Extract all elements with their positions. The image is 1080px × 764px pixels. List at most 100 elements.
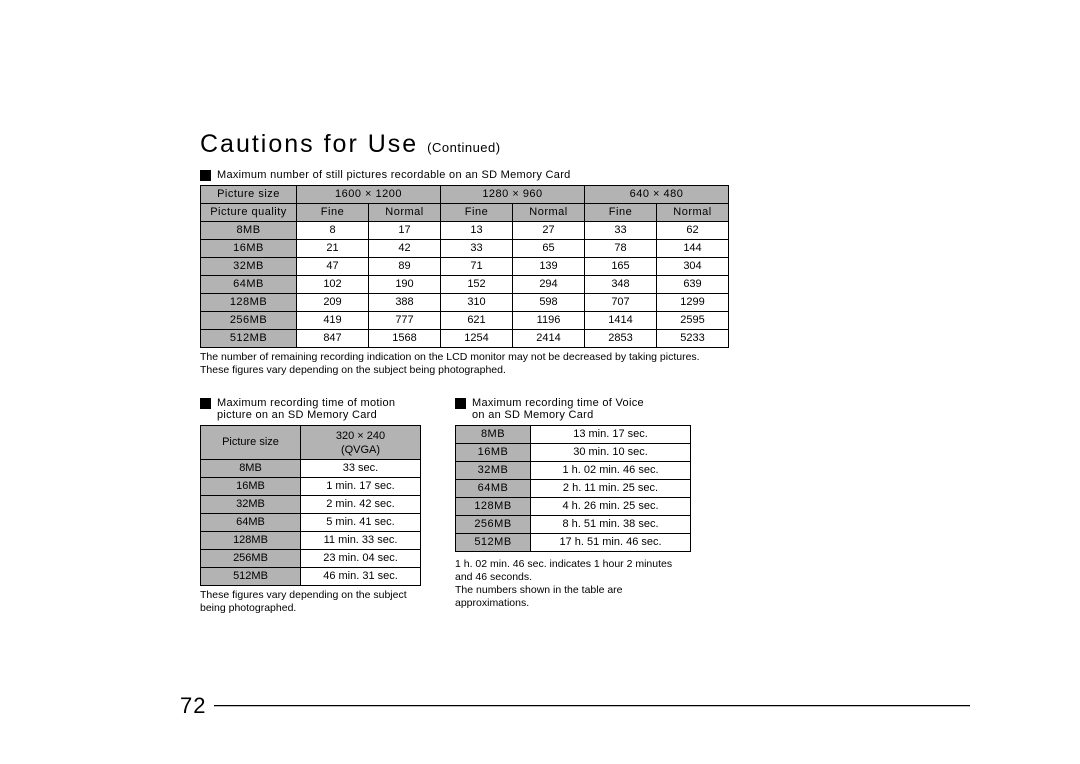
table3-cell: 1 h. 02 min. 46 sec. xyxy=(531,462,691,480)
footer-rule xyxy=(214,705,970,707)
table1-cell: 42 xyxy=(369,240,441,258)
table2-cell: 11 min. 33 sec. xyxy=(301,532,421,550)
note2: These figures vary depending on the subj… xyxy=(200,589,415,615)
table1-cell: 209 xyxy=(297,294,369,312)
table2-cell: 23 min. 04 sec. xyxy=(301,550,421,568)
table1-cell: 144 xyxy=(657,240,729,258)
table1-rowcap: 8MB xyxy=(201,222,297,240)
table1-cell: 1254 xyxy=(441,330,513,348)
table1-cell: 310 xyxy=(441,294,513,312)
title-continued: (Continued) xyxy=(427,140,500,155)
table1-cell: 847 xyxy=(297,330,369,348)
table1-cell: 1299 xyxy=(657,294,729,312)
table2-cell: 5 min. 41 sec. xyxy=(301,514,421,532)
table2-rowcap: 32MB xyxy=(201,496,301,514)
section2-heading-line1: Maximum recording time of motion xyxy=(200,397,425,409)
table1-cell: 152 xyxy=(441,276,513,294)
table1-cell: 17 xyxy=(369,222,441,240)
table1-cell: 27 xyxy=(513,222,585,240)
title-main: Cautions for Use xyxy=(200,130,418,158)
note1: The number of remaining recording indica… xyxy=(200,351,880,377)
table3-cell: 13 min. 17 sec. xyxy=(531,426,691,444)
table1-size-2: 640 × 480 xyxy=(585,186,729,204)
table1-cell: 102 xyxy=(297,276,369,294)
note1b: These figures vary depending on the subj… xyxy=(200,364,880,377)
table1-size-label: Picture size xyxy=(201,186,297,204)
still-pictures-table: Picture size1600 × 12001280 × 960640 × 4… xyxy=(200,185,729,348)
table3-rowcap: 128MB xyxy=(456,498,531,516)
page-footer: 72 xyxy=(180,693,1080,719)
table1-cell: 419 xyxy=(297,312,369,330)
table3-cell: 4 h. 26 min. 25 sec. xyxy=(531,498,691,516)
section3-heading-line1: Maximum recording time of Voice xyxy=(455,397,700,409)
table1-cell: 78 xyxy=(585,240,657,258)
page-number: 72 xyxy=(180,693,206,719)
table1-cell: 777 xyxy=(369,312,441,330)
table2-rowcap: 128MB xyxy=(201,532,301,550)
table1-cell: 348 xyxy=(585,276,657,294)
motion-column: Maximum recording time of motion picture… xyxy=(200,387,425,615)
table1-cell: 1196 xyxy=(513,312,585,330)
table2-rowcap: 8MB xyxy=(201,460,301,478)
table2-rowcap: 256MB xyxy=(201,550,301,568)
table1-rowcap: 256MB xyxy=(201,312,297,330)
table1-quality-label: Picture quality xyxy=(201,204,297,222)
table1-cell: 139 xyxy=(513,258,585,276)
table1-cell: 33 xyxy=(585,222,657,240)
table1-quality-2: Fine xyxy=(441,204,513,222)
table1-cell: 388 xyxy=(369,294,441,312)
table1-cell: 71 xyxy=(441,258,513,276)
table1-cell: 21 xyxy=(297,240,369,258)
note1a: The number of remaining recording indica… xyxy=(200,351,880,364)
table1-cell: 294 xyxy=(513,276,585,294)
table3-cell: 8 h. 51 min. 38 sec. xyxy=(531,516,691,534)
voice-table: 8MB13 min. 17 sec.16MB30 min. 10 sec.32M… xyxy=(455,425,691,552)
section2-text-a: Maximum recording time of motion xyxy=(217,397,395,409)
note3a: 1 h. 02 min. 46 sec. indicates 1 hour 2 … xyxy=(455,558,685,584)
note3b: The numbers shown in the table are appro… xyxy=(455,584,685,610)
table3-rowcap: 32MB xyxy=(456,462,531,480)
table1-quality-0: Fine xyxy=(297,204,369,222)
table2-cell: 2 min. 42 sec. xyxy=(301,496,421,514)
table3-rowcap: 512MB xyxy=(456,534,531,552)
table1-cell: 2414 xyxy=(513,330,585,348)
table1-cell: 89 xyxy=(369,258,441,276)
section2-heading-line2: picture on an SD Memory Card xyxy=(217,409,425,421)
page-title: Cautions for Use (Continued) xyxy=(200,130,880,159)
table1-quality-1: Normal xyxy=(369,204,441,222)
table1-size-0: 1600 × 1200 xyxy=(297,186,441,204)
bullet-icon xyxy=(455,398,466,409)
table1-quality-4: Fine xyxy=(585,204,657,222)
table1-quality-3: Normal xyxy=(513,204,585,222)
table1-cell: 62 xyxy=(657,222,729,240)
section1-text: Maximum number of still pictures recorda… xyxy=(217,169,571,181)
table1-rowcap: 128MB xyxy=(201,294,297,312)
table1-cell: 707 xyxy=(585,294,657,312)
table1-rowcap: 16MB xyxy=(201,240,297,258)
table1-quality-5: Normal xyxy=(657,204,729,222)
table1-cell: 47 xyxy=(297,258,369,276)
table1-cell: 1414 xyxy=(585,312,657,330)
two-column-area: Maximum recording time of motion picture… xyxy=(200,387,880,615)
table2-cell: 33 sec. xyxy=(301,460,421,478)
table2-rowcap: 64MB xyxy=(201,514,301,532)
table1-cell: 5233 xyxy=(657,330,729,348)
table1-cell: 304 xyxy=(657,258,729,276)
table3-rowcap: 64MB xyxy=(456,480,531,498)
table1-cell: 1568 xyxy=(369,330,441,348)
table1-cell: 33 xyxy=(441,240,513,258)
table1-cell: 165 xyxy=(585,258,657,276)
table1-cell: 8 xyxy=(297,222,369,240)
table2-cell: 1 min. 17 sec. xyxy=(301,478,421,496)
section3-text-b: on an SD Memory Card xyxy=(472,409,594,421)
section2-text-b: picture on an SD Memory Card xyxy=(217,409,377,421)
note3: 1 h. 02 min. 46 sec. indicates 1 hour 2 … xyxy=(455,558,685,610)
table2-size-col: 320 × 240(QVGA) xyxy=(301,426,421,460)
table3-rowcap: 16MB xyxy=(456,444,531,462)
table1-cell: 13 xyxy=(441,222,513,240)
section3-heading-line2: on an SD Memory Card xyxy=(472,409,700,421)
table1-cell: 639 xyxy=(657,276,729,294)
table1-rowcap: 32MB xyxy=(201,258,297,276)
section1-heading: Maximum number of still pictures recorda… xyxy=(200,169,880,181)
voice-column: Maximum recording time of Voice on an SD… xyxy=(455,387,700,615)
